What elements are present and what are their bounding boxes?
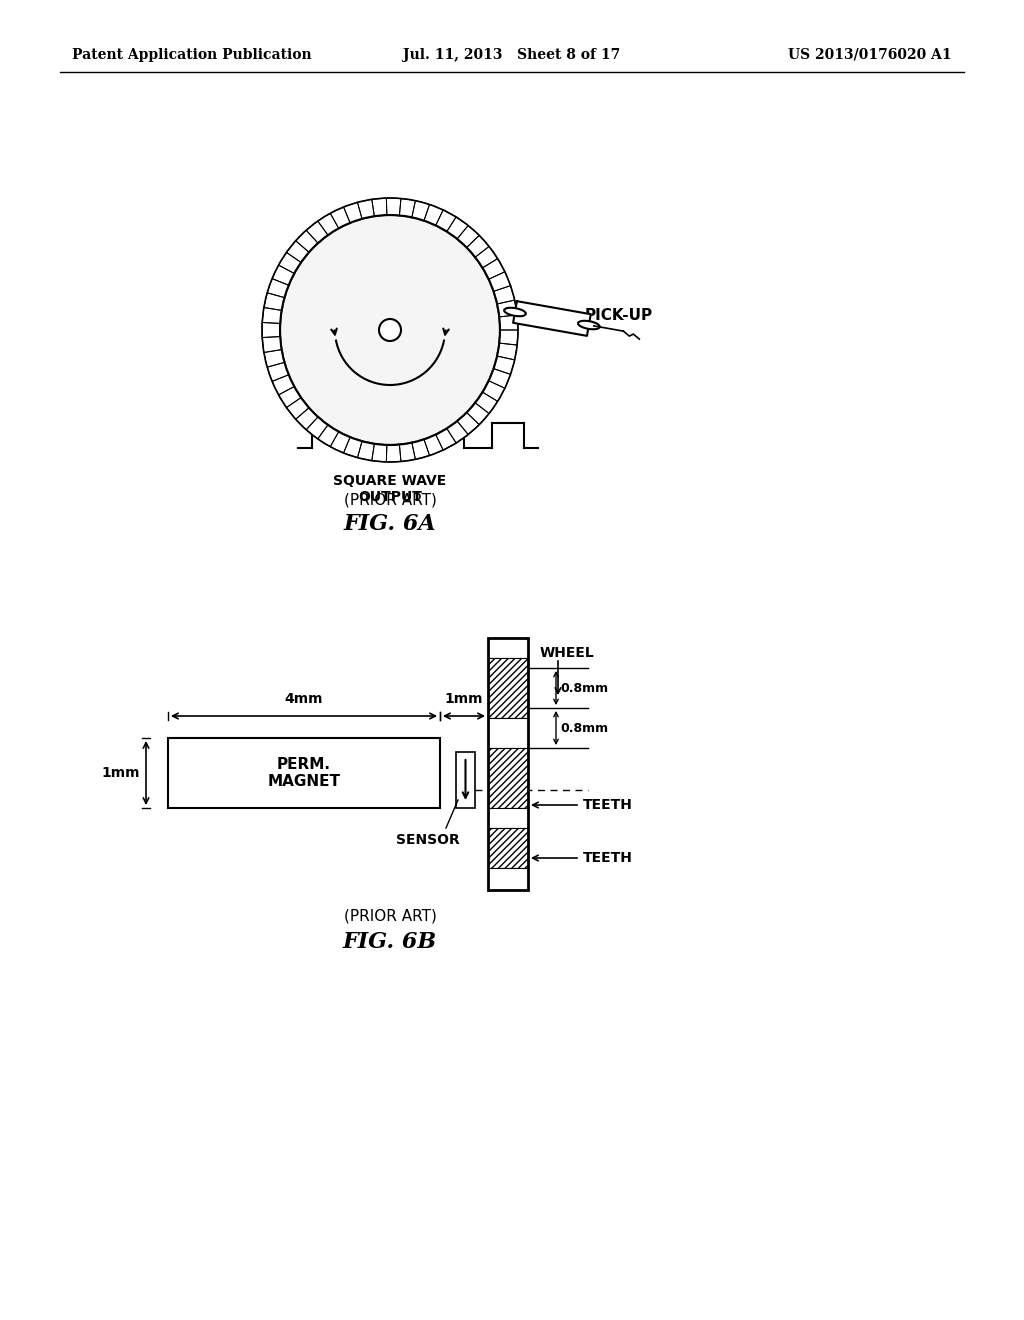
- Polygon shape: [467, 403, 489, 425]
- Text: (PRIOR ART): (PRIOR ART): [344, 908, 436, 924]
- Bar: [488, 657, 528, 718]
- Text: PICK-UP: PICK-UP: [585, 308, 653, 322]
- Polygon shape: [264, 350, 285, 367]
- Polygon shape: [386, 198, 401, 215]
- Polygon shape: [267, 363, 289, 381]
- Ellipse shape: [504, 308, 526, 317]
- Text: WHEEL: WHEEL: [540, 645, 595, 660]
- Polygon shape: [497, 343, 517, 360]
- Bar: [488, 869, 528, 890]
- Polygon shape: [513, 301, 591, 335]
- Polygon shape: [272, 375, 294, 395]
- Polygon shape: [488, 272, 511, 292]
- Text: 4mm: 4mm: [285, 692, 324, 706]
- Polygon shape: [494, 356, 515, 375]
- Polygon shape: [497, 300, 517, 317]
- Polygon shape: [264, 293, 285, 310]
- Polygon shape: [287, 240, 309, 263]
- Polygon shape: [279, 387, 301, 408]
- Polygon shape: [344, 202, 362, 223]
- Bar: [456, 752, 475, 808]
- Polygon shape: [317, 425, 339, 446]
- Polygon shape: [306, 220, 328, 243]
- Text: US 2013/0176020 A1: US 2013/0176020 A1: [788, 48, 952, 62]
- Polygon shape: [399, 198, 416, 218]
- Polygon shape: [488, 368, 511, 388]
- Text: PERM.
MAGNET: PERM. MAGNET: [267, 756, 341, 789]
- Polygon shape: [386, 445, 401, 462]
- Polygon shape: [412, 201, 429, 220]
- Polygon shape: [412, 440, 429, 459]
- Text: (PRIOR ART): (PRIOR ART): [344, 492, 436, 507]
- Polygon shape: [262, 308, 282, 323]
- Bar: [488, 638, 528, 890]
- Polygon shape: [424, 434, 443, 455]
- Text: 1mm: 1mm: [444, 692, 483, 706]
- Ellipse shape: [578, 321, 600, 329]
- Text: FIG. 6B: FIG. 6B: [343, 931, 437, 953]
- Polygon shape: [344, 437, 362, 458]
- Bar: [488, 808, 528, 828]
- Text: SQUARE WAVE
OUTPUT: SQUARE WAVE OUTPUT: [334, 474, 446, 504]
- Polygon shape: [482, 259, 505, 280]
- Polygon shape: [457, 412, 479, 434]
- Polygon shape: [500, 315, 518, 330]
- Polygon shape: [475, 392, 498, 413]
- Polygon shape: [279, 252, 301, 273]
- Polygon shape: [446, 216, 468, 239]
- Polygon shape: [399, 442, 416, 462]
- Polygon shape: [287, 397, 309, 420]
- Text: 1mm: 1mm: [101, 766, 140, 780]
- Polygon shape: [435, 210, 456, 231]
- Polygon shape: [331, 207, 350, 228]
- Polygon shape: [467, 235, 489, 257]
- Polygon shape: [446, 421, 468, 444]
- Bar: [168, 738, 440, 808]
- Text: 0.8mm: 0.8mm: [560, 722, 608, 734]
- Bar: [488, 638, 528, 657]
- Polygon shape: [331, 432, 350, 453]
- Text: Jul. 11, 2013   Sheet 8 of 17: Jul. 11, 2013 Sheet 8 of 17: [403, 48, 621, 62]
- Polygon shape: [296, 408, 318, 430]
- Text: Patent Application Publication: Patent Application Publication: [72, 48, 311, 62]
- Polygon shape: [482, 380, 505, 401]
- Polygon shape: [357, 441, 375, 461]
- Polygon shape: [500, 330, 518, 345]
- Polygon shape: [296, 230, 318, 252]
- Polygon shape: [357, 199, 375, 219]
- Polygon shape: [475, 247, 498, 268]
- Bar: [488, 748, 528, 808]
- Bar: [488, 718, 528, 748]
- Text: TEETH: TEETH: [583, 851, 633, 865]
- Polygon shape: [372, 444, 387, 462]
- Ellipse shape: [280, 215, 500, 445]
- Polygon shape: [262, 337, 282, 352]
- Bar: [488, 828, 528, 869]
- Polygon shape: [262, 322, 281, 338]
- Ellipse shape: [379, 319, 401, 341]
- Polygon shape: [457, 226, 479, 248]
- Bar: [488, 657, 528, 718]
- Bar: [488, 748, 528, 808]
- Polygon shape: [494, 285, 515, 304]
- Bar: [488, 828, 528, 869]
- Polygon shape: [272, 265, 294, 285]
- Polygon shape: [435, 429, 456, 450]
- Text: TEETH: TEETH: [583, 799, 633, 812]
- Text: FIG. 6A: FIG. 6A: [344, 513, 436, 535]
- Polygon shape: [306, 417, 328, 440]
- Polygon shape: [317, 214, 339, 235]
- Polygon shape: [267, 279, 289, 297]
- Text: SENSOR: SENSOR: [396, 833, 460, 847]
- Text: 0.8mm: 0.8mm: [560, 681, 608, 694]
- Polygon shape: [372, 198, 387, 216]
- Polygon shape: [424, 205, 443, 226]
